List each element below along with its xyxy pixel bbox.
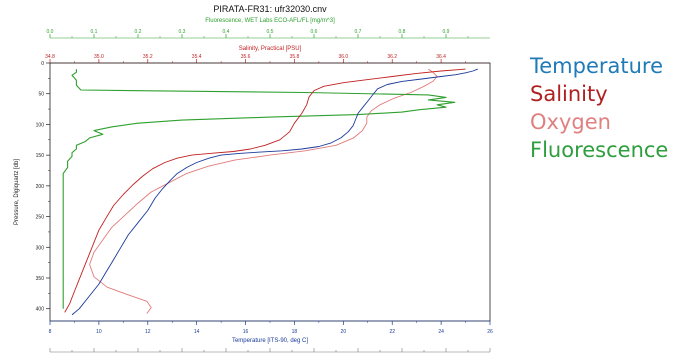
salinity-series-line [64,68,466,313]
pressure-axis-tick-label: 150 [36,153,45,159]
legend-item-fluorescence: Fluorescence [530,138,669,162]
temperature-axis-tick-label: 12 [145,329,151,335]
fluorescence-axis-tick-label: 0.8 [399,29,406,35]
legend-item-temperature: Temperature [530,54,664,78]
fluorescence-axis-tick-label: 0.4 [223,29,230,35]
salinity-axis-tick-label: 36.2 [387,54,397,60]
salinity-axis-tick-label: 35.4 [192,54,202,60]
temperature-axis-tick-label: 14 [194,329,200,335]
pressure-axis-tick-label: 300 [36,245,45,251]
oxygen-series-line [89,68,438,314]
fluorescence-axis-tick-label: 0.1 [91,29,98,35]
temperature-axis-tick-label: 22 [389,329,395,335]
fluorescence-series-line [62,69,456,309]
pressure-axis: 0 50 100 150 200 250 300 350 400 [36,61,50,313]
salinity-axis-tick-label: 35.0 [94,54,104,60]
pressure-axis-tick-label: 50 [38,92,44,98]
legend-item-salinity: Salinity [530,82,608,106]
fluorescence-axis-title: Fluorescence, WET Labs ECO-AFL/FL [mg/m^… [205,18,335,24]
pressure-axis-title: Pressure, Digiquartz [db] [14,159,20,225]
fluorescence-axis-tick-label: 0.9 [443,29,450,35]
salinity-axis-title: Salinity, Practical [PSU] [239,46,302,52]
pressure-axis-tick-label: 100 [36,122,45,128]
fluorescence-axis: 0.0 0.1 0.2 0.3 0.4 0.5 0.6 0.7 0.8 0.9 [47,29,490,39]
pressure-axis-tick-label: 250 [36,215,45,221]
legend-item-oxygen: Oxygen [530,110,611,134]
temperature-axis-tick-label: 10 [96,329,102,335]
salinity-axis-tick-label: 34.8 [45,54,55,60]
pressure-axis-tick-label: 200 [36,184,45,190]
legend: Temperature Salinity Oxygen Fluorescence [530,52,668,164]
temperature-axis-tick-label: 16 [243,329,249,335]
fluorescence-axis-tick-label: 0.6 [311,29,318,35]
fluorescence-axis-tick-label: 0.7 [355,29,362,35]
ctd-profile-plot: PIRATA-FR31: ufr32030.cnv Fluorescence, … [14,4,493,353]
fluorescence-axis-tick-label: 0.5 [267,29,274,35]
temperature-axis-tick-label: 26 [487,329,493,335]
temperature-axis-tick-label: 24 [438,329,444,335]
salinity-axis-tick-label: 35.6 [241,54,251,60]
pressure-axis-tick-label: 350 [36,276,45,282]
series-layer [62,68,478,316]
oxygen-axis [49,348,491,353]
plot-frame [49,62,491,322]
pressure-axis-tick-label: 400 [36,307,45,313]
plot-title: PIRATA-FR31: ufr32030.cnv [213,4,327,14]
salinity-axis: 34.8 35.0 35.2 35.4 35.6 35.8 36.0 36.2 36.4 [45,54,490,64]
fluorescence-axis-tick-label: 0.0 [47,29,54,35]
temperature-axis-title: Temperature [ITS-90, deg C] [232,338,308,344]
salinity-axis-tick-label: 36.4 [436,54,446,60]
salinity-axis-tick-label: 36.0 [338,54,348,60]
temperature-axis-tick-label: 20 [341,329,347,335]
temperature-axis-tick-label: 18 [292,329,298,335]
temperature-axis-tick-label: 8 [49,329,52,335]
temperature-series-line [71,68,478,316]
temperature-axis: 8 10 12 14 16 18 20 22 24 26 [49,320,493,335]
fluorescence-axis-tick-label: 0.3 [179,29,186,35]
fluorescence-axis-tick-label: 0.2 [135,29,142,35]
salinity-axis-tick-label: 35.2 [143,54,153,60]
salinity-axis-tick-label: 35.8 [290,54,300,60]
pressure-axis-tick-label: 0 [41,61,44,67]
